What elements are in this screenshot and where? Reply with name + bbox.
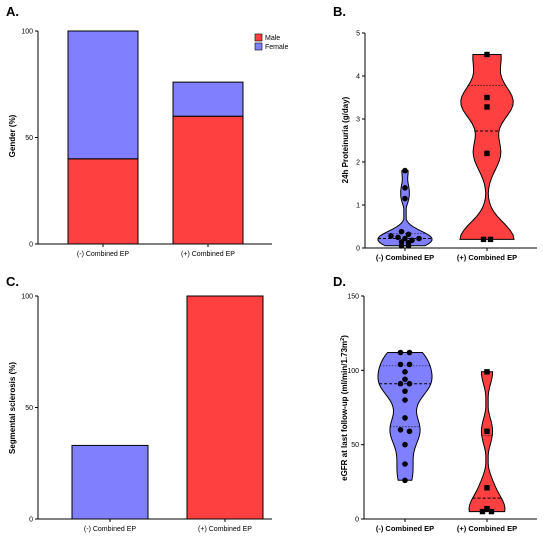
panel-b-label: B. [333, 4, 346, 19]
panel-b-y-tick-label: 3 [356, 117, 360, 124]
panel-c-label: C. [6, 274, 19, 289]
panel-b-point [398, 243, 405, 249]
panel-d-point [402, 441, 408, 448]
panel-d-ylabel-end: ) [340, 335, 349, 338]
panel-c-y-tick-label: 100 [21, 294, 33, 301]
panel-d-plot: 0 50 100 150 (-) Combined EP (+) Combined EP [347, 294, 537, 533]
panel-b: B. 24h Proteinuria (g/day) 0 1 2 3 4 5 (-) Com… [333, 4, 537, 262]
panel-b-point [405, 243, 412, 249]
panel-b-y-tick-label: 4 [356, 74, 360, 81]
panel-b-point [402, 185, 408, 191]
panel-b-group-2-violin-shape [459, 54, 515, 240]
panel-d-point [397, 349, 404, 356]
panel-d-point [484, 369, 490, 375]
panel-d-x-tick-label: (+) Combined EP [457, 524, 517, 533]
panel-d-point [479, 508, 486, 515]
panel-c-bar [71, 444, 149, 520]
panel-a-ylabel: Gender (%) [8, 114, 17, 157]
panel-b-point [405, 231, 412, 238]
panel-a-label: A. [6, 4, 19, 19]
panel-d-y-tick-label: 100 [347, 368, 359, 375]
panel-d-point [402, 461, 408, 467]
panel-b-point [484, 51, 490, 58]
panel-d-point [406, 380, 413, 387]
panel-d-point [402, 369, 408, 375]
panel-d-point [397, 361, 404, 368]
panel-c-y-tick-label: 0 [29, 517, 33, 524]
panel-b-point [395, 234, 401, 241]
panel-b-plot: 0 1 2 3 4 5 (-) Combined EP (+) Combined EP [356, 31, 537, 262]
panel-c-x-tick-label: (+) Combined EP [198, 526, 252, 533]
panel-a-bar-female [172, 81, 244, 117]
panel-b-y-tick-label: 5 [356, 31, 360, 38]
panel-d-point [484, 485, 490, 491]
panel-d-ylabel-sup: 2 [340, 338, 346, 341]
panel-d-point [488, 508, 495, 515]
panel-b-point [416, 235, 422, 242]
panel-d-label: D. [333, 274, 346, 289]
panel-a-x-tick-label: (+) Combined EP [181, 251, 235, 258]
panel-b-point [388, 233, 394, 239]
panel-a-bar-female [67, 30, 139, 160]
panel-b-y-tick-label: 2 [356, 160, 360, 167]
panel-b-point [487, 236, 494, 243]
panel-c-x-tick-label: (-) Combined EP [84, 526, 136, 533]
panel-b-group-1-violin-shape [377, 170, 433, 247]
panel-b-point [484, 94, 490, 101]
panel-d-point [397, 380, 404, 387]
panel-d-point [402, 376, 408, 383]
panel-d-point [402, 477, 408, 484]
panel-b-x-tick-label: (-) Combined EP [376, 253, 434, 262]
panel-d-point [397, 427, 404, 433]
panel-b-point [402, 167, 408, 174]
panel-a-y-tick-label: 100 [21, 29, 33, 36]
panel-b-point [402, 195, 408, 202]
panel-b-point [484, 104, 490, 110]
panel-b-y-tick-label: 0 [356, 246, 360, 253]
panel-d-ylabel: eGFR at last follow-up (ml/min/1.73m2) [340, 335, 349, 481]
panel-c-ylabel: Segmental sclerosis (%) [8, 362, 17, 454]
panel-a-bar-male [67, 158, 139, 245]
legend-swatch-male [254, 33, 263, 42]
panel-a-x-tick-label: (-) Combined EP [77, 251, 129, 258]
panel-d-x-tick-label: (-) Combined EP [376, 524, 434, 533]
legend-label-female: Female [265, 44, 288, 51]
panel-a-bar-male [172, 115, 244, 245]
panel-d-group-2-violin-shape [468, 371, 506, 513]
panel-c: C. Segmental sclerosis (%) 0 50 100 (-) Com… [6, 274, 272, 533]
panel-b-x-tick-label: (+) Combined EP [457, 253, 517, 262]
legend-label-male: Male [265, 35, 280, 42]
panel-c-bar [186, 295, 264, 520]
panel-d-ylabel-main: eGFR at last follow-up (ml/min/1.73m [340, 341, 349, 481]
panel-b-y-tick-label: 1 [356, 203, 360, 210]
panel-d-y-tick-label: 50 [351, 442, 359, 449]
panel-d-point [406, 428, 413, 435]
panel-d-point [402, 388, 408, 394]
panel-d-point [484, 505, 490, 512]
legend-swatch-female [254, 42, 263, 51]
panel-b-point [484, 150, 490, 157]
panel-b-point [398, 239, 405, 245]
panel-a-plot: 0 50 100 (-) Combined EP (+) Combined EP Male… [21, 29, 288, 259]
panel-c-plot: 0 50 100 (-) Combined EP (+) Combined EP [21, 294, 272, 533]
panel-d-point [406, 349, 413, 356]
panel-d-point [484, 428, 490, 434]
panel-b-ylabel: 24h Proteinuria (g/day) [341, 96, 350, 183]
panel-b-point [402, 235, 408, 242]
panel-a-y-tick-label: 50 [25, 135, 33, 142]
panel-d: D. eGFR at last follow-up (ml/min/1.73m2… [333, 274, 537, 533]
panel-d-y-tick-label: 150 [347, 294, 359, 301]
panel-a: A. Gender (%) 0 50 100 (-) Combined EP (+) C… [6, 4, 288, 258]
panel-d-point [406, 361, 413, 368]
panel-d-point [402, 397, 408, 403]
panel-d-point [402, 415, 408, 421]
panel-b-point [398, 228, 405, 235]
panel-a-y-tick-label: 0 [29, 242, 33, 249]
panel-c-y-tick-label: 50 [25, 405, 33, 412]
panel-d-y-tick-label: 0 [355, 517, 359, 524]
panel-b-point [480, 236, 487, 243]
